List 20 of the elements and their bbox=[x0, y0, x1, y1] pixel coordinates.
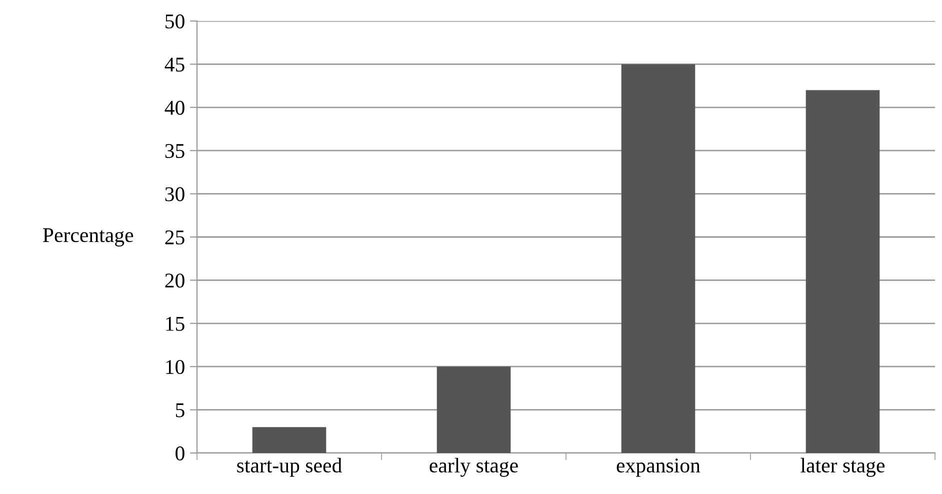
x-tick-label: expansion bbox=[616, 458, 700, 477]
y-tick-label: 45 bbox=[164, 58, 184, 72]
y-axis-title: Percentage bbox=[43, 228, 134, 246]
bar bbox=[806, 90, 880, 453]
bar bbox=[621, 64, 696, 453]
y-tick-label: 5 bbox=[176, 403, 184, 418]
y-tick-label: 50 bbox=[166, 14, 184, 28]
y-tick-label: 25 bbox=[165, 230, 184, 244]
y-tick-label: 15 bbox=[166, 316, 184, 331]
y-tick-label: 40 bbox=[164, 100, 184, 115]
bar bbox=[252, 427, 326, 453]
y-tick-label: 0 bbox=[176, 446, 184, 460]
x-tick-label: start-up seed bbox=[237, 458, 342, 477]
y-tick-label: 35 bbox=[165, 144, 184, 158]
y-tick-label: 30 bbox=[165, 187, 184, 202]
x-tick-label: early stage bbox=[430, 458, 518, 477]
y-tick-label: 10 bbox=[166, 360, 184, 374]
bar bbox=[436, 366, 511, 453]
x-tick-label: later stage bbox=[800, 458, 885, 477]
y-tick-label: 20 bbox=[165, 274, 184, 288]
